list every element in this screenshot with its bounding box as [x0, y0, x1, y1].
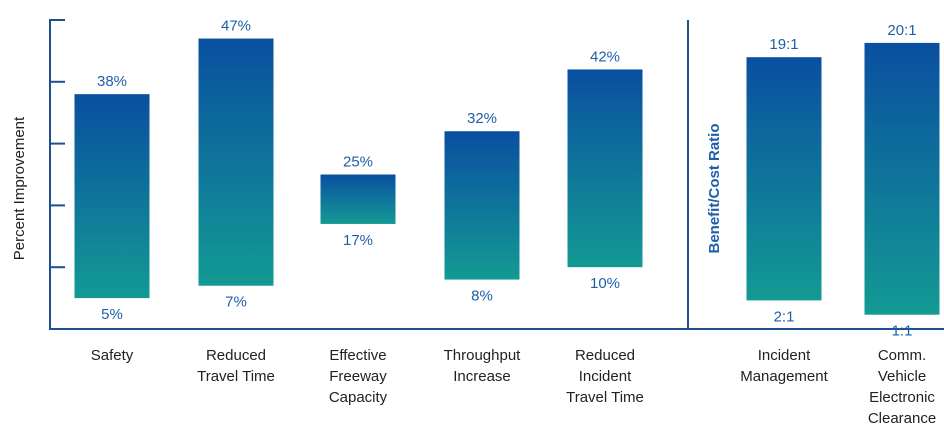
category-label: Management [740, 368, 828, 385]
bar-safety [74, 94, 150, 299]
bar-throughput-increase [444, 131, 520, 280]
bar-high-label: 32% [467, 110, 497, 127]
y-axis-label-1: Percent Improvement [11, 116, 28, 260]
bar-low-label: 5% [101, 306, 123, 323]
bar-high-label: 38% [97, 73, 127, 90]
axes [49, 19, 944, 330]
category-label: Reduced [206, 347, 266, 364]
bar-low-label: 10% [590, 275, 620, 292]
bar-incident-management [746, 57, 822, 301]
category-label: Throughput [444, 347, 522, 364]
bar-reduced-travel-time [198, 38, 274, 286]
bar-low-label: 17% [343, 232, 373, 249]
category-label: Reduced [575, 347, 635, 364]
category-label: Travel Time [197, 368, 275, 385]
bar-low-label: 2:1 [774, 308, 795, 325]
bar-high-label: 42% [590, 48, 620, 65]
category-label: Clearance [868, 410, 936, 427]
bar-low-label: 8% [471, 288, 493, 305]
category-label: Capacity [329, 389, 388, 406]
category-label: Effective [329, 347, 386, 364]
category-label: Freeway [329, 368, 387, 385]
category-label: Increase [453, 368, 511, 385]
bar-low-label: 7% [225, 294, 247, 311]
category-label: Incident [758, 347, 811, 364]
bar-high-label: 19:1 [769, 36, 798, 53]
category-label: Vehicle [878, 368, 926, 385]
bar-comm-vehicle-electronic-clearance [864, 42, 940, 315]
bar-reduced-incident-travel-time [567, 69, 643, 268]
category-label: Electronic [869, 389, 935, 406]
y-axis-label-2: Benefit/Cost Ratio [706, 123, 723, 253]
bar-high-label: 20:1 [887, 22, 916, 39]
category-label: Incident [579, 368, 632, 385]
bar-effective-freeway-capacity [320, 174, 396, 224]
bar-high-label: 47% [221, 18, 251, 35]
category-label: Travel Time [566, 389, 644, 406]
bars [74, 38, 940, 315]
category-label: Safety [91, 347, 134, 364]
labels: Percent Improvement 38% 5% Safety 47% 7% Reduc… [11, 18, 936, 427]
bar-high-label: 25% [343, 154, 373, 171]
category-label: Comm. [878, 347, 926, 364]
bar-low-label: 1:1 [892, 323, 913, 340]
